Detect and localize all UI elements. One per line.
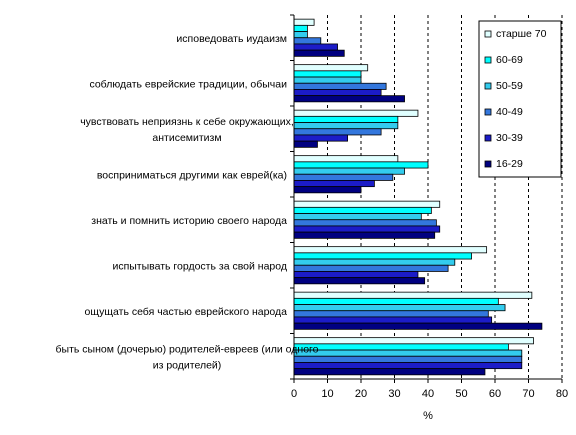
- legend-swatch: [484, 30, 492, 38]
- legend: старше 70 60-69 50-59 40-49 30-39 16-29: [478, 20, 562, 178]
- bar: [293, 304, 506, 312]
- x-tick-label: 30: [388, 388, 400, 400]
- bar: [293, 355, 523, 363]
- bar: [293, 115, 399, 123]
- bar: [293, 258, 456, 266]
- bar: [293, 155, 399, 163]
- legend-box: [478, 20, 562, 178]
- bar: [293, 140, 318, 148]
- bar: [293, 322, 543, 330]
- bar: [293, 167, 405, 175]
- bar: [293, 231, 436, 239]
- legend-swatch: [484, 134, 492, 142]
- bar: [293, 362, 523, 370]
- legend-label: старше 70: [496, 28, 547, 40]
- bar: [293, 297, 499, 305]
- bar: [293, 134, 348, 142]
- bar: [293, 82, 387, 90]
- bar: [293, 252, 472, 260]
- legend-swatch: [484, 108, 492, 116]
- bar: [293, 246, 488, 254]
- bar: [293, 277, 426, 285]
- bar: [293, 49, 345, 57]
- legend-swatch: [484, 82, 492, 90]
- bar: [293, 225, 441, 233]
- x-tick-labels: 0 10 20 30 40 50 60 70 80: [291, 388, 568, 400]
- bar: [293, 219, 437, 227]
- bar: [293, 109, 419, 117]
- bar: [293, 186, 362, 194]
- bar: [293, 349, 523, 357]
- bar: [293, 128, 382, 136]
- category-label: из родителей): [153, 359, 222, 371]
- x-tick-label: 10: [321, 388, 333, 400]
- category-label: исповедовать иудаизм: [176, 33, 287, 45]
- x-tick-label: 70: [522, 388, 534, 400]
- bar: [293, 31, 308, 39]
- legend-label: 60-69: [496, 54, 523, 66]
- bar: [293, 343, 509, 351]
- bar: [293, 70, 362, 78]
- x-tick-label: 50: [455, 388, 467, 400]
- category-label: восприниматься другими как еврей(ка): [97, 169, 287, 181]
- bar: [293, 76, 362, 84]
- category-label: ощущать себя частью еврейского народа: [85, 306, 288, 318]
- category-label: быть сыном (дочерью) родителей-евреев (и…: [56, 343, 319, 355]
- legend-swatch: [484, 56, 492, 64]
- bar: [293, 291, 533, 299]
- bar: [293, 337, 534, 345]
- legend-label: 30-39: [496, 132, 523, 144]
- category-label: чувствовать неприязнь к себе окружающих,: [80, 116, 294, 128]
- bar: [293, 173, 394, 181]
- bar: [293, 310, 489, 318]
- category-label: соблюдать еврейские традиции, обычаи: [89, 78, 287, 90]
- x-axis-label: %: [423, 410, 433, 422]
- x-tick-label: 0: [291, 388, 297, 400]
- legend-label: 16-29: [496, 158, 523, 170]
- bar: [293, 271, 419, 279]
- bar: [293, 64, 369, 72]
- bar: [293, 264, 449, 272]
- bar: [293, 161, 429, 169]
- category-label: антисемитизм: [152, 132, 221, 144]
- bar: [293, 200, 441, 208]
- legend-label: 40-49: [496, 106, 523, 118]
- bar: [293, 89, 382, 97]
- bar: [293, 37, 322, 45]
- bar: [293, 122, 399, 130]
- x-tick-label: 60: [489, 388, 501, 400]
- x-tick-label: 40: [422, 388, 434, 400]
- bar: [293, 18, 315, 26]
- bar: [293, 95, 405, 103]
- axes: [290, 14, 563, 383]
- x-tick-label: 20: [355, 388, 367, 400]
- bar: [293, 368, 486, 376]
- category-labels: исповедовать иудаизм соблюдать еврейские …: [56, 33, 319, 372]
- category-label: испытывать гордость за свой народ: [112, 260, 287, 272]
- bar: [293, 43, 338, 51]
- bars: [293, 18, 543, 376]
- bar: [293, 24, 308, 32]
- category-label: знать и помнить историю своего народа: [91, 215, 287, 227]
- bar: [293, 213, 422, 221]
- bar: [293, 316, 493, 324]
- x-tick-label: 80: [556, 388, 568, 400]
- legend-label: 50-59: [496, 80, 523, 92]
- bar: [293, 180, 375, 188]
- bar: [293, 206, 432, 214]
- legend-swatch: [484, 160, 492, 168]
